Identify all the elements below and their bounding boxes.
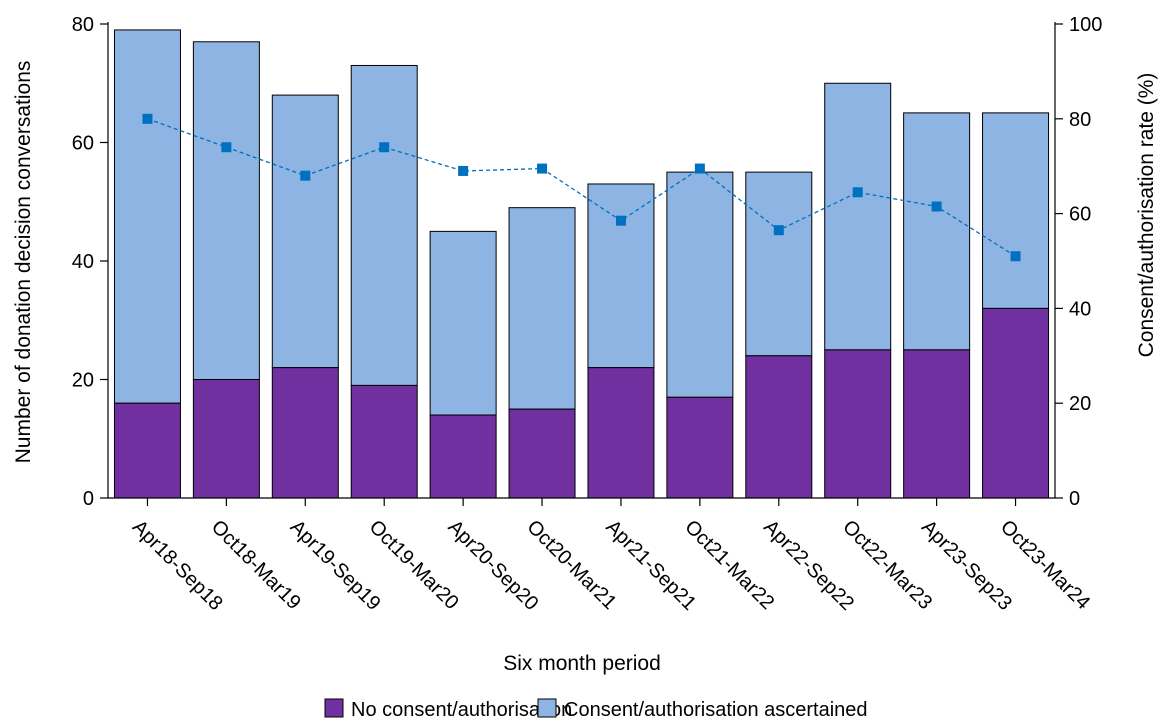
rate-marker-11 <box>1010 251 1021 262</box>
bar-consent-4 <box>429 230 497 416</box>
legend: No consent/authorisation Consent/authori… <box>324 698 868 721</box>
bar-consent-5 <box>508 207 576 410</box>
bar-no-consent-10 <box>903 349 971 499</box>
y-tick-label-0: 0 <box>83 488 94 510</box>
rate-line-layer <box>142 113 1021 262</box>
bar-consent-11 <box>982 112 1050 309</box>
rate-marker-9 <box>852 187 863 198</box>
bar-no-consent-2 <box>271 367 339 499</box>
legend-swatch-consent <box>537 698 557 718</box>
legend-label-no-consent: No consent/authorisation <box>351 699 572 721</box>
rate-marker-7 <box>694 163 705 174</box>
legend-swatch-no-consent <box>324 698 344 718</box>
rate-marker-2 <box>300 170 311 181</box>
rate-marker-8 <box>773 225 784 236</box>
bar-no-consent-0 <box>113 402 181 499</box>
y-tick-label-2: 40 <box>72 251 94 273</box>
bar-consent-6 <box>587 183 655 369</box>
y-axis-title: Number of donation decision conversation… <box>12 61 35 464</box>
bar-no-consent-11 <box>982 307 1050 499</box>
rate-marker-5 <box>537 163 548 174</box>
y-tick-label-4: 80 <box>72 14 94 36</box>
y2-tick-label-2: 40 <box>1069 298 1091 320</box>
bar-no-consent-1 <box>192 379 260 499</box>
bar-consent-3 <box>350 64 418 386</box>
rate-marker-3 <box>379 142 390 153</box>
bar-no-consent-8 <box>745 355 813 499</box>
rate-marker-0 <box>142 113 153 124</box>
y2-tick-label-0: 0 <box>1069 488 1080 510</box>
bar-consent-10 <box>903 112 971 351</box>
bar-consent-8 <box>745 171 813 357</box>
bar-no-consent-5 <box>508 408 576 499</box>
bar-consent-1 <box>192 41 260 381</box>
y-tick-label-3: 60 <box>72 133 94 155</box>
x-axis-title: Six month period <box>503 652 661 675</box>
bar-consent-9 <box>824 82 892 351</box>
axes-layer: 0 20 40 60 80 0 20 40 60 80 100 <box>72 14 1103 510</box>
bars-layer <box>113 29 1050 499</box>
bar-consent-7 <box>666 171 734 398</box>
bar-consent-0 <box>113 29 181 404</box>
bar-no-consent-7 <box>666 396 734 499</box>
bar-no-consent-4 <box>429 414 497 499</box>
y2-tick-label-3: 60 <box>1069 204 1091 226</box>
bar-no-consent-3 <box>350 384 418 499</box>
y-tick-label-1: 20 <box>72 370 94 392</box>
legend-label-consent: Consent/authorisation ascertained <box>564 699 868 721</box>
rate-marker-1 <box>221 142 232 153</box>
y2-tick-label-1: 20 <box>1069 393 1091 415</box>
rate-marker-10 <box>931 201 942 212</box>
x-tick-labels: Apr18-Sep18Oct18-Mar19Apr19-Sep19Oct19-M… <box>128 498 1094 615</box>
bar-no-consent-6 <box>587 367 655 499</box>
bar-no-consent-9 <box>824 349 892 499</box>
y2-tick-label-4: 80 <box>1069 109 1091 131</box>
rate-marker-6 <box>615 215 626 226</box>
y2-tick-label-5: 100 <box>1069 14 1102 36</box>
y2-axis-title: Consent/authorisation rate (%) <box>1135 73 1158 358</box>
rate-marker-4 <box>458 165 469 176</box>
bar-consent-2 <box>271 94 339 369</box>
